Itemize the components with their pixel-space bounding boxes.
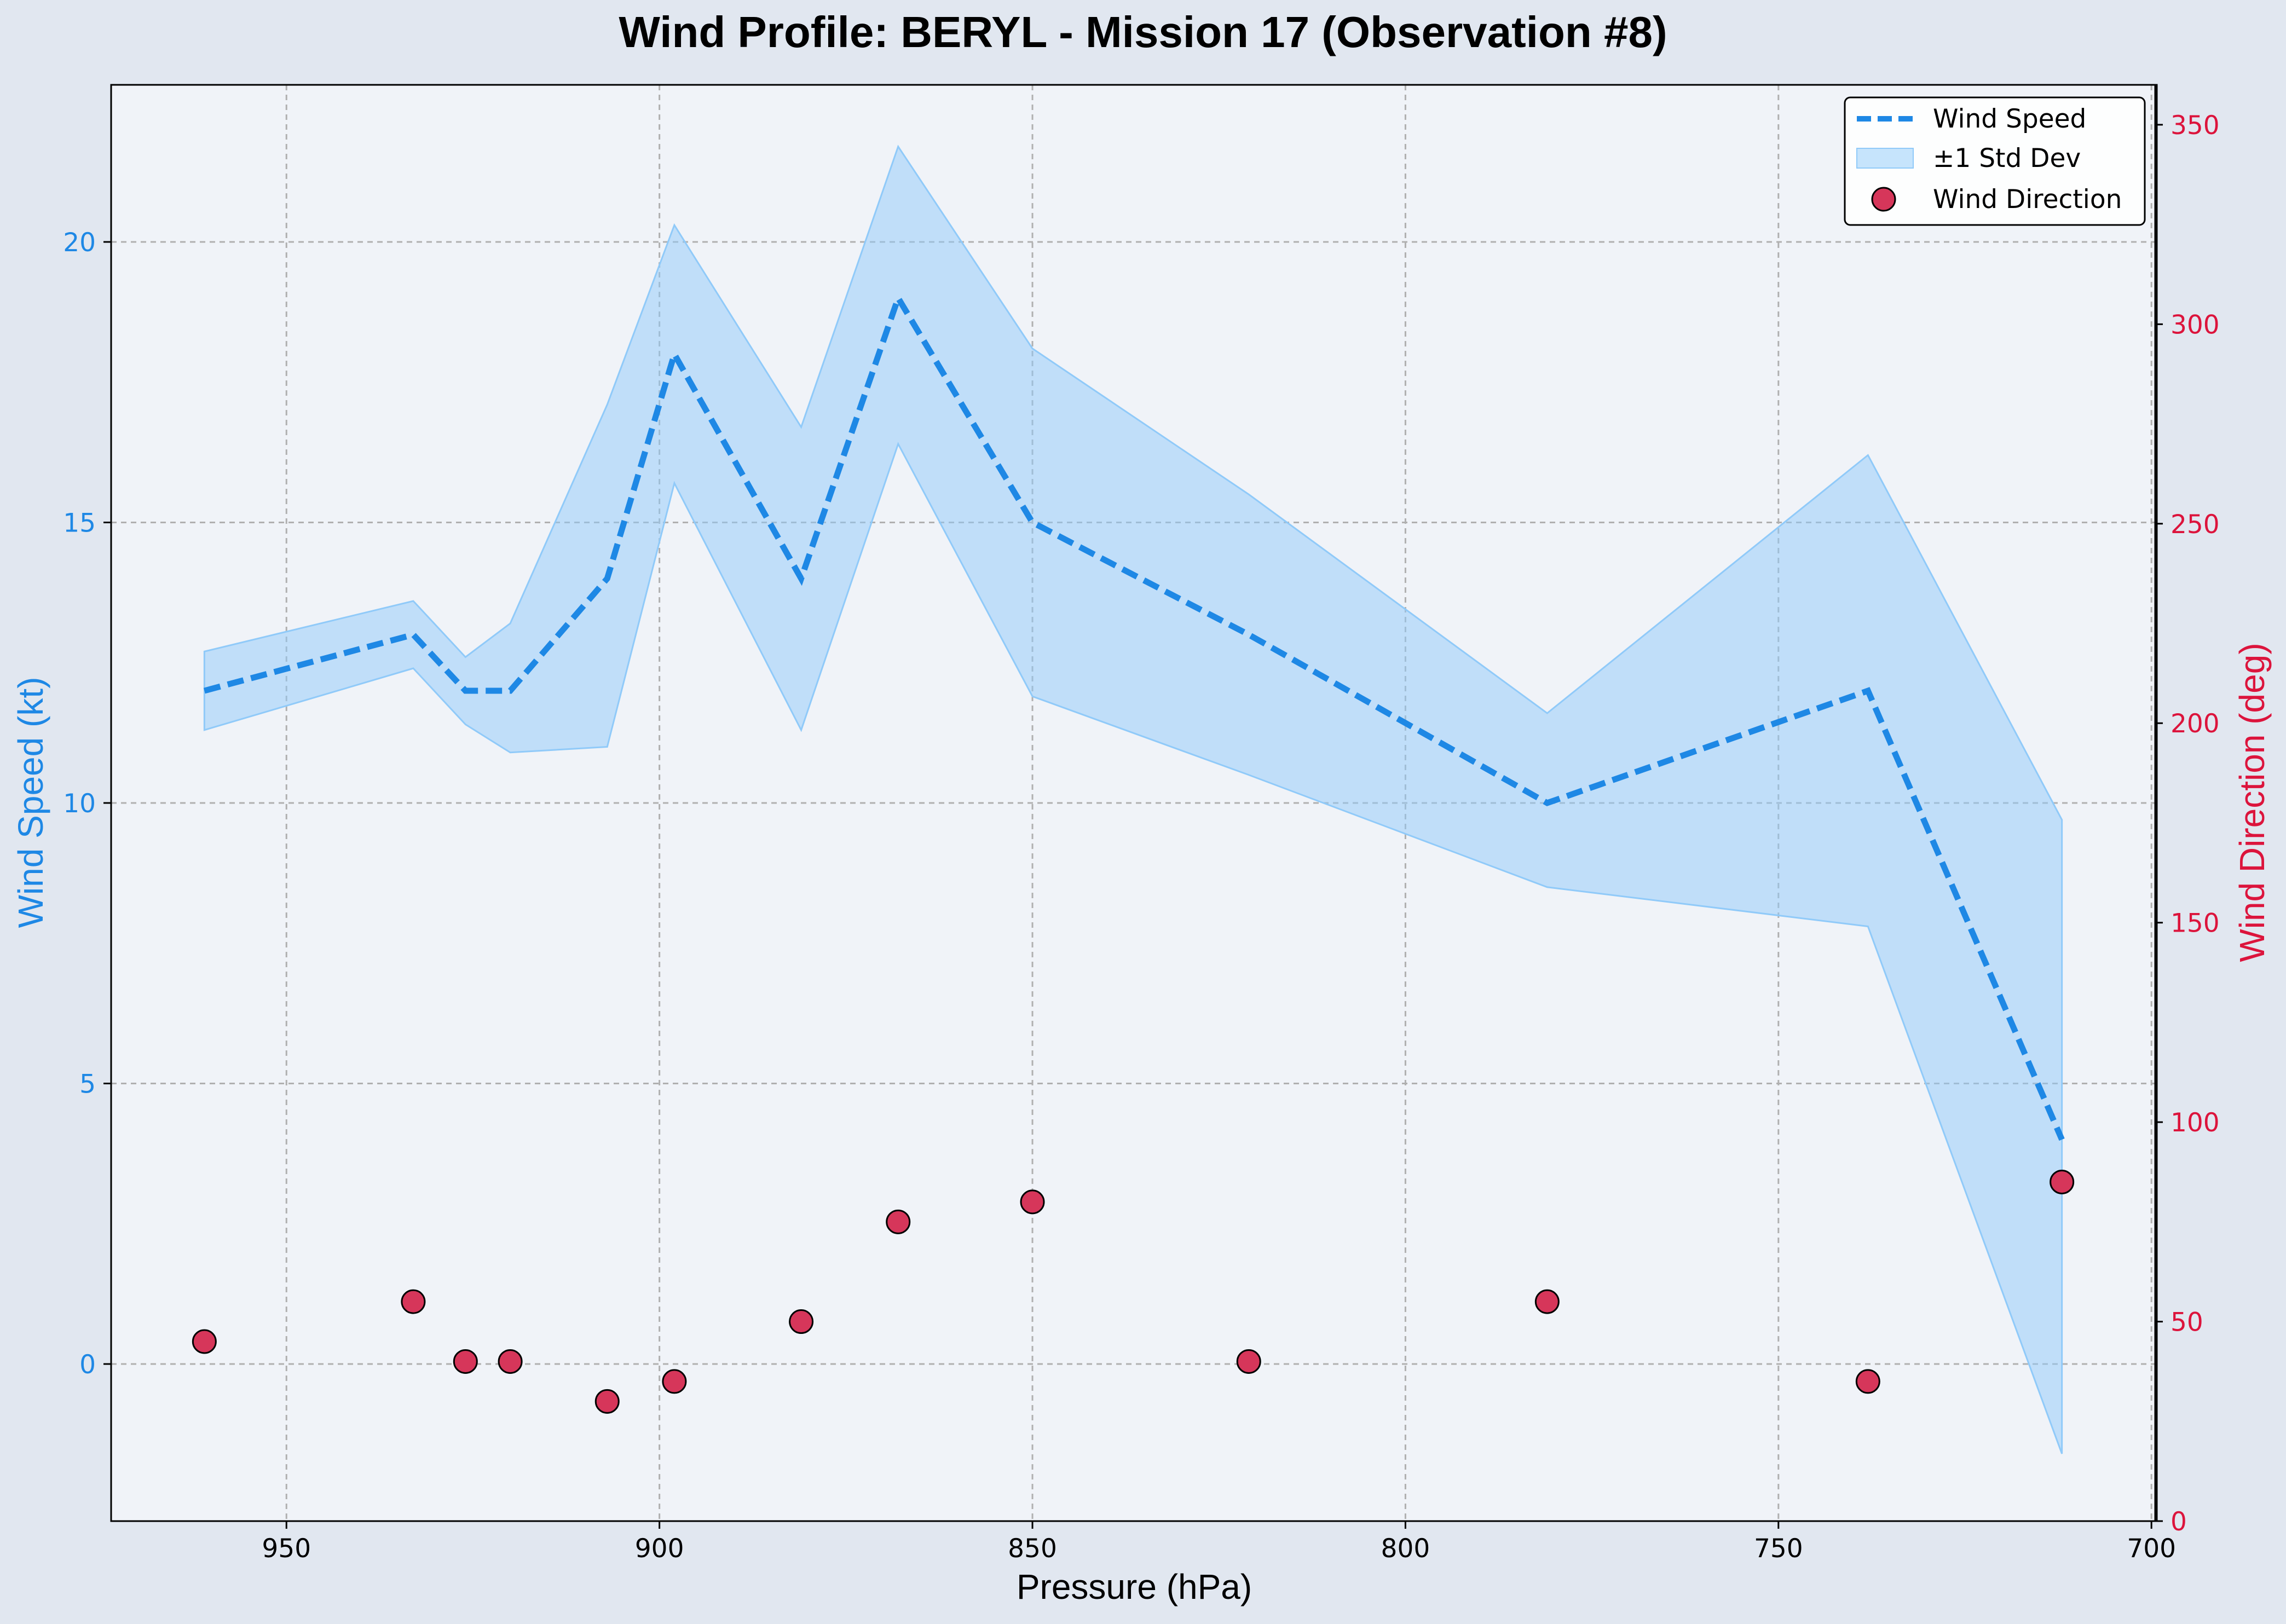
wind-direction-point xyxy=(192,1329,217,1354)
y-tick-label: 20 xyxy=(63,228,96,258)
left-y-axis-ticks: 0 5 10 15 20 xyxy=(63,228,111,1380)
x-axis-ticks: 950 900 850 800 750 700 xyxy=(262,1521,2176,1564)
wind-direction-point xyxy=(1855,1369,1880,1394)
legend: Wind Speed ±1 Std Dev Wind Direction xyxy=(1844,96,2146,226)
y2-tick-label: 0 xyxy=(2170,1507,2187,1537)
x-tick-label: 700 xyxy=(2127,1534,2176,1564)
wind-direction-point xyxy=(401,1289,426,1314)
y-tick-label: 15 xyxy=(63,508,96,539)
wind-direction-point xyxy=(886,1209,911,1234)
y2-tick-label: 200 xyxy=(2170,709,2220,739)
wind-direction-point xyxy=(2050,1169,2075,1194)
wind-direction-point xyxy=(1534,1289,1560,1314)
y2-tick-label: 100 xyxy=(2170,1108,2220,1138)
y-tick-label: 10 xyxy=(63,789,96,819)
x-tick-label: 800 xyxy=(1381,1534,1430,1564)
chart-title: Wind Profile: BERYL - Mission 17 (Observ… xyxy=(619,8,1667,56)
wind-speed-line xyxy=(203,291,2065,1141)
wind-direction-point xyxy=(1236,1349,1261,1374)
wind-direction-point xyxy=(453,1349,478,1374)
legend-label-wind-speed: Wind Speed xyxy=(1933,104,2086,134)
wind-direction-point xyxy=(594,1389,620,1414)
legend-swatch-std-dev xyxy=(1856,148,1914,169)
wind-speed-line-layer xyxy=(203,291,2065,1141)
std-dev-band xyxy=(203,145,2063,1454)
wind-direction-point xyxy=(1020,1189,1045,1215)
y2-tick-label: 300 xyxy=(2170,310,2220,340)
x-tick-label: 750 xyxy=(1754,1534,1803,1564)
y2-tick-label: 350 xyxy=(2170,111,2220,141)
x-axis-label: Pressure (hPa) xyxy=(1017,1567,1252,1606)
y2-tick-label: 250 xyxy=(2170,510,2220,540)
x-tick-label: 850 xyxy=(1008,1534,1057,1564)
right-y-axis-ticks: 0 50 100 150 200 250 300 350 xyxy=(2155,111,2220,1537)
legend-label-wind-direction: Wind Direction xyxy=(1933,184,2122,215)
x-tick-label: 900 xyxy=(635,1534,684,1564)
std-dev-band-layer xyxy=(203,145,2063,1454)
wind-direction-markers xyxy=(192,1169,2075,1414)
wind-direction-point xyxy=(662,1369,687,1394)
legend-label-std-dev: ±1 Std Dev xyxy=(1933,143,2081,174)
x-tick-label: 950 xyxy=(262,1534,311,1564)
wind-direction-point xyxy=(498,1349,523,1374)
left-y-axis-label: Wind Speed (kt) xyxy=(11,677,50,928)
legend-box xyxy=(1844,96,2146,226)
legend-swatch-wind-direction xyxy=(1871,187,1896,212)
y2-tick-label: 150 xyxy=(2170,909,2220,939)
y-tick-label: 0 xyxy=(79,1350,96,1380)
wind-direction-point xyxy=(789,1309,814,1334)
y-tick-label: 5 xyxy=(79,1070,96,1100)
y2-tick-label: 50 xyxy=(2170,1308,2203,1338)
right-y-axis-label: Wind Direction (deg) xyxy=(2232,643,2272,962)
